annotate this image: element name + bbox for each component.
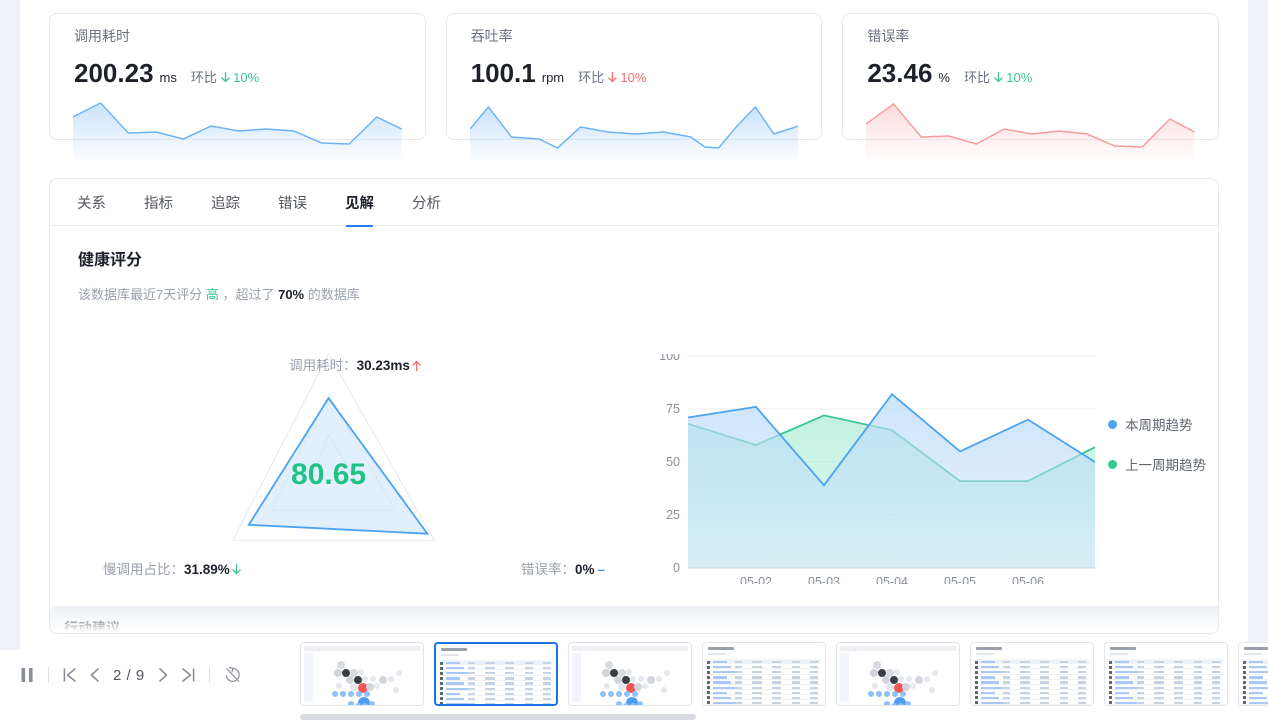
svg-text:50: 50 — [666, 455, 680, 469]
svg-text:80.65: 80.65 — [291, 458, 366, 491]
svg-text:05-06: 05-06 — [1012, 575, 1044, 584]
svg-text:05-05: 05-05 — [944, 575, 976, 584]
svg-text:05-04: 05-04 — [876, 575, 908, 584]
svg-text:100: 100 — [659, 354, 680, 363]
svg-text:75: 75 — [666, 402, 680, 416]
svg-text:0: 0 — [673, 561, 680, 575]
svg-text:25: 25 — [666, 508, 680, 522]
svg-text:05-02: 05-02 — [740, 575, 772, 584]
svg-text:05-03: 05-03 — [808, 575, 840, 584]
